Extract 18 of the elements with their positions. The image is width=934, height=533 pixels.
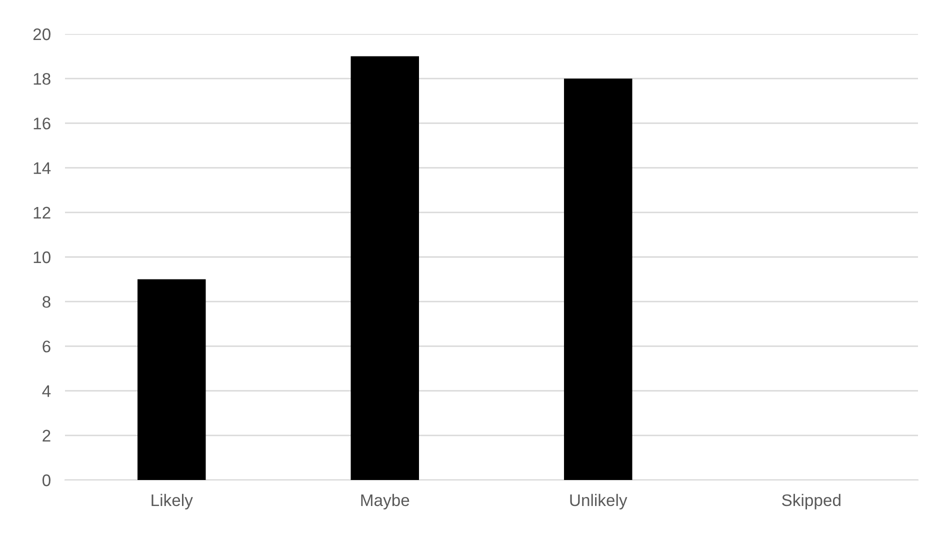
y-tick-label: 2 bbox=[42, 430, 50, 442]
bar bbox=[138, 279, 206, 480]
x-tick-label: Skipped bbox=[782, 494, 840, 510]
y-tick-label: 12 bbox=[34, 206, 50, 218]
y-tick-label: 6 bbox=[42, 340, 50, 352]
y-tick-label: 18 bbox=[34, 73, 50, 85]
x-tick-label: Unlikely bbox=[570, 494, 628, 510]
y-tick-label: 4 bbox=[42, 385, 51, 397]
y-tick-label: 14 bbox=[34, 162, 51, 174]
bar bbox=[564, 78, 632, 480]
y-tick-label: 0 bbox=[42, 474, 50, 486]
bar bbox=[350, 56, 419, 480]
x-tick-label: Maybe bbox=[361, 494, 410, 510]
y-tick-label: 10 bbox=[34, 251, 50, 264]
x-tick-label: Likely bbox=[152, 494, 193, 510]
y-tick-label: 8 bbox=[42, 296, 50, 308]
y-tick-label: 16 bbox=[34, 118, 50, 130]
y-tick-label: 20 bbox=[33, 28, 50, 40]
